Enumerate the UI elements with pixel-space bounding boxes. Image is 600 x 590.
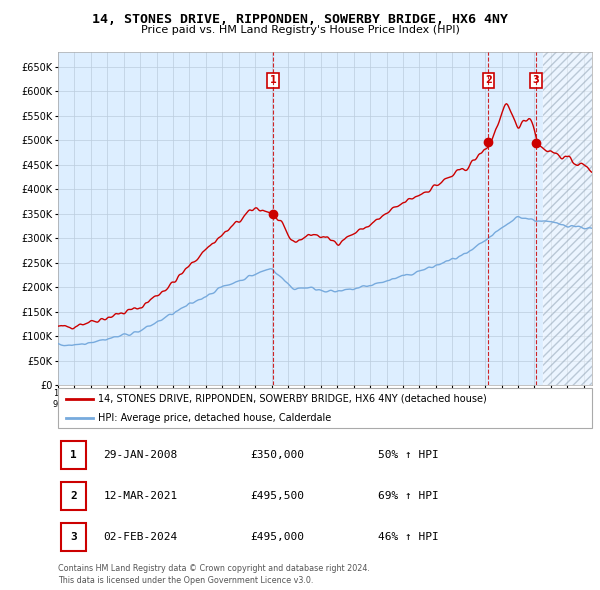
Text: 12-MAR-2021: 12-MAR-2021 [103,491,178,501]
Text: 02-FEB-2024: 02-FEB-2024 [103,532,178,542]
Text: 14, STONES DRIVE, RIPPONDEN, SOWERBY BRIDGE, HX6 4NY: 14, STONES DRIVE, RIPPONDEN, SOWERBY BRI… [92,13,508,26]
Text: 46% ↑ HPI: 46% ↑ HPI [379,532,439,542]
Text: Price paid vs. HM Land Registry's House Price Index (HPI): Price paid vs. HM Land Registry's House … [140,25,460,35]
Text: Contains HM Land Registry data © Crown copyright and database right 2024.: Contains HM Land Registry data © Crown c… [58,564,370,573]
Text: HPI: Average price, detached house, Calderdale: HPI: Average price, detached house, Cald… [98,413,331,423]
Text: 50% ↑ HPI: 50% ↑ HPI [379,450,439,460]
Bar [61,482,86,510]
Text: 14, STONES DRIVE, RIPPONDEN, SOWERBY BRIDGE, HX6 4NY (detached house): 14, STONES DRIVE, RIPPONDEN, SOWERBY BRI… [98,394,487,404]
Text: This data is licensed under the Open Government Licence v3.0.: This data is licensed under the Open Gov… [58,576,313,585]
Bar [61,441,86,469]
Text: 3: 3 [533,76,539,86]
Text: 1: 1 [70,450,77,460]
Text: 69% ↑ HPI: 69% ↑ HPI [379,491,439,501]
Text: 1: 1 [269,76,276,86]
Text: 3: 3 [70,532,77,542]
Text: 2: 2 [70,491,77,501]
Text: 29-JAN-2008: 29-JAN-2008 [103,450,178,460]
Text: £350,000: £350,000 [250,450,304,460]
Text: £495,500: £495,500 [250,491,304,501]
Text: £495,000: £495,000 [250,532,304,542]
Text: 2: 2 [485,76,492,86]
Bar [61,523,86,551]
Bar [543,52,592,385]
